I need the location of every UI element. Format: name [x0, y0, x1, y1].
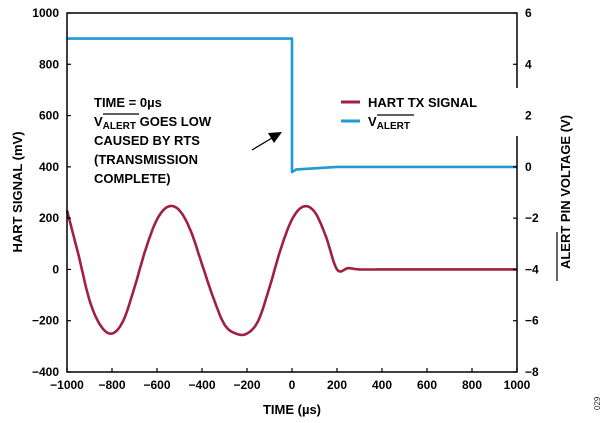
y-left-tick-label: −200 — [32, 314, 59, 328]
y-left-tick-label: 800 — [39, 57, 59, 71]
x-tick-label: 0 — [289, 378, 296, 392]
y-left-tick-label: −400 — [32, 365, 59, 379]
x-tick-label: 1000 — [504, 378, 531, 392]
y-right-tick-label: 4 — [525, 57, 532, 71]
x-tick-label: −600 — [143, 378, 170, 392]
y-right-tick-label: 2 — [525, 109, 532, 123]
annotation-arrow — [251, 132, 282, 151]
x-tick-label: −800 — [98, 378, 125, 392]
x-tick-label: −400 — [188, 378, 215, 392]
x-tick-label: −200 — [233, 378, 260, 392]
y-left-tick-label: 400 — [39, 160, 59, 174]
y-right-tick-label: −4 — [525, 262, 539, 276]
series-line-hart-tx-signal — [65, 204, 518, 337]
series-layer — [65, 37, 518, 337]
annotation-line-1: TIME = 0µs — [94, 95, 162, 110]
y-left-tick-label: 200 — [39, 211, 59, 225]
legend-label-hart: HART TX SIGNAL — [368, 95, 477, 110]
legend-label-alert: VALERT — [368, 114, 410, 132]
x-tick-label: −1000 — [50, 378, 84, 392]
legend: HART TX SIGNAL VALERT — [330, 88, 520, 136]
y-left-tick-label: 600 — [39, 109, 59, 123]
ticks-layer: −1000 −800 −600 −400 −200 0 200 400 600 800 100010… — [32, 6, 539, 392]
y-axis-left-label: HART SIGNAL (mV) — [10, 131, 25, 252]
figure-number: 029 — [593, 396, 602, 410]
annotation-line-2: VALERT GOES LOW — [94, 114, 212, 132]
y-right-tick-label: 6 — [525, 6, 532, 20]
y-axis-right-label: ALERT PIN VOLTAGE (V) — [558, 115, 573, 269]
y-right-tick-label: −8 — [525, 365, 539, 379]
y-left-tick-label: 1000 — [32, 6, 59, 20]
y-right-tick-label: 0 — [525, 160, 532, 174]
x-tick-label: 800 — [462, 378, 482, 392]
annotation-line-3: CAUSED BY RTS — [94, 133, 200, 148]
annotation-line-4: (TRANSMISSION — [94, 152, 198, 167]
annotation-box: TIME = 0µs VALERT GOES LOW CAUSED BY RTS… — [80, 86, 240, 196]
x-tick-label: 400 — [372, 378, 392, 392]
annotation-line-5: COMPLETE) — [94, 171, 171, 186]
y-right-tick-label: −6 — [525, 314, 539, 328]
y-left-tick-label: 0 — [52, 262, 59, 276]
x-tick-label: 600 — [417, 378, 437, 392]
series-line-v-alert — [67, 37, 517, 174]
x-tick-label: 200 — [327, 378, 347, 392]
x-axis-label: TIME (µs) — [263, 402, 321, 417]
y-right-tick-label: −2 — [525, 211, 539, 225]
